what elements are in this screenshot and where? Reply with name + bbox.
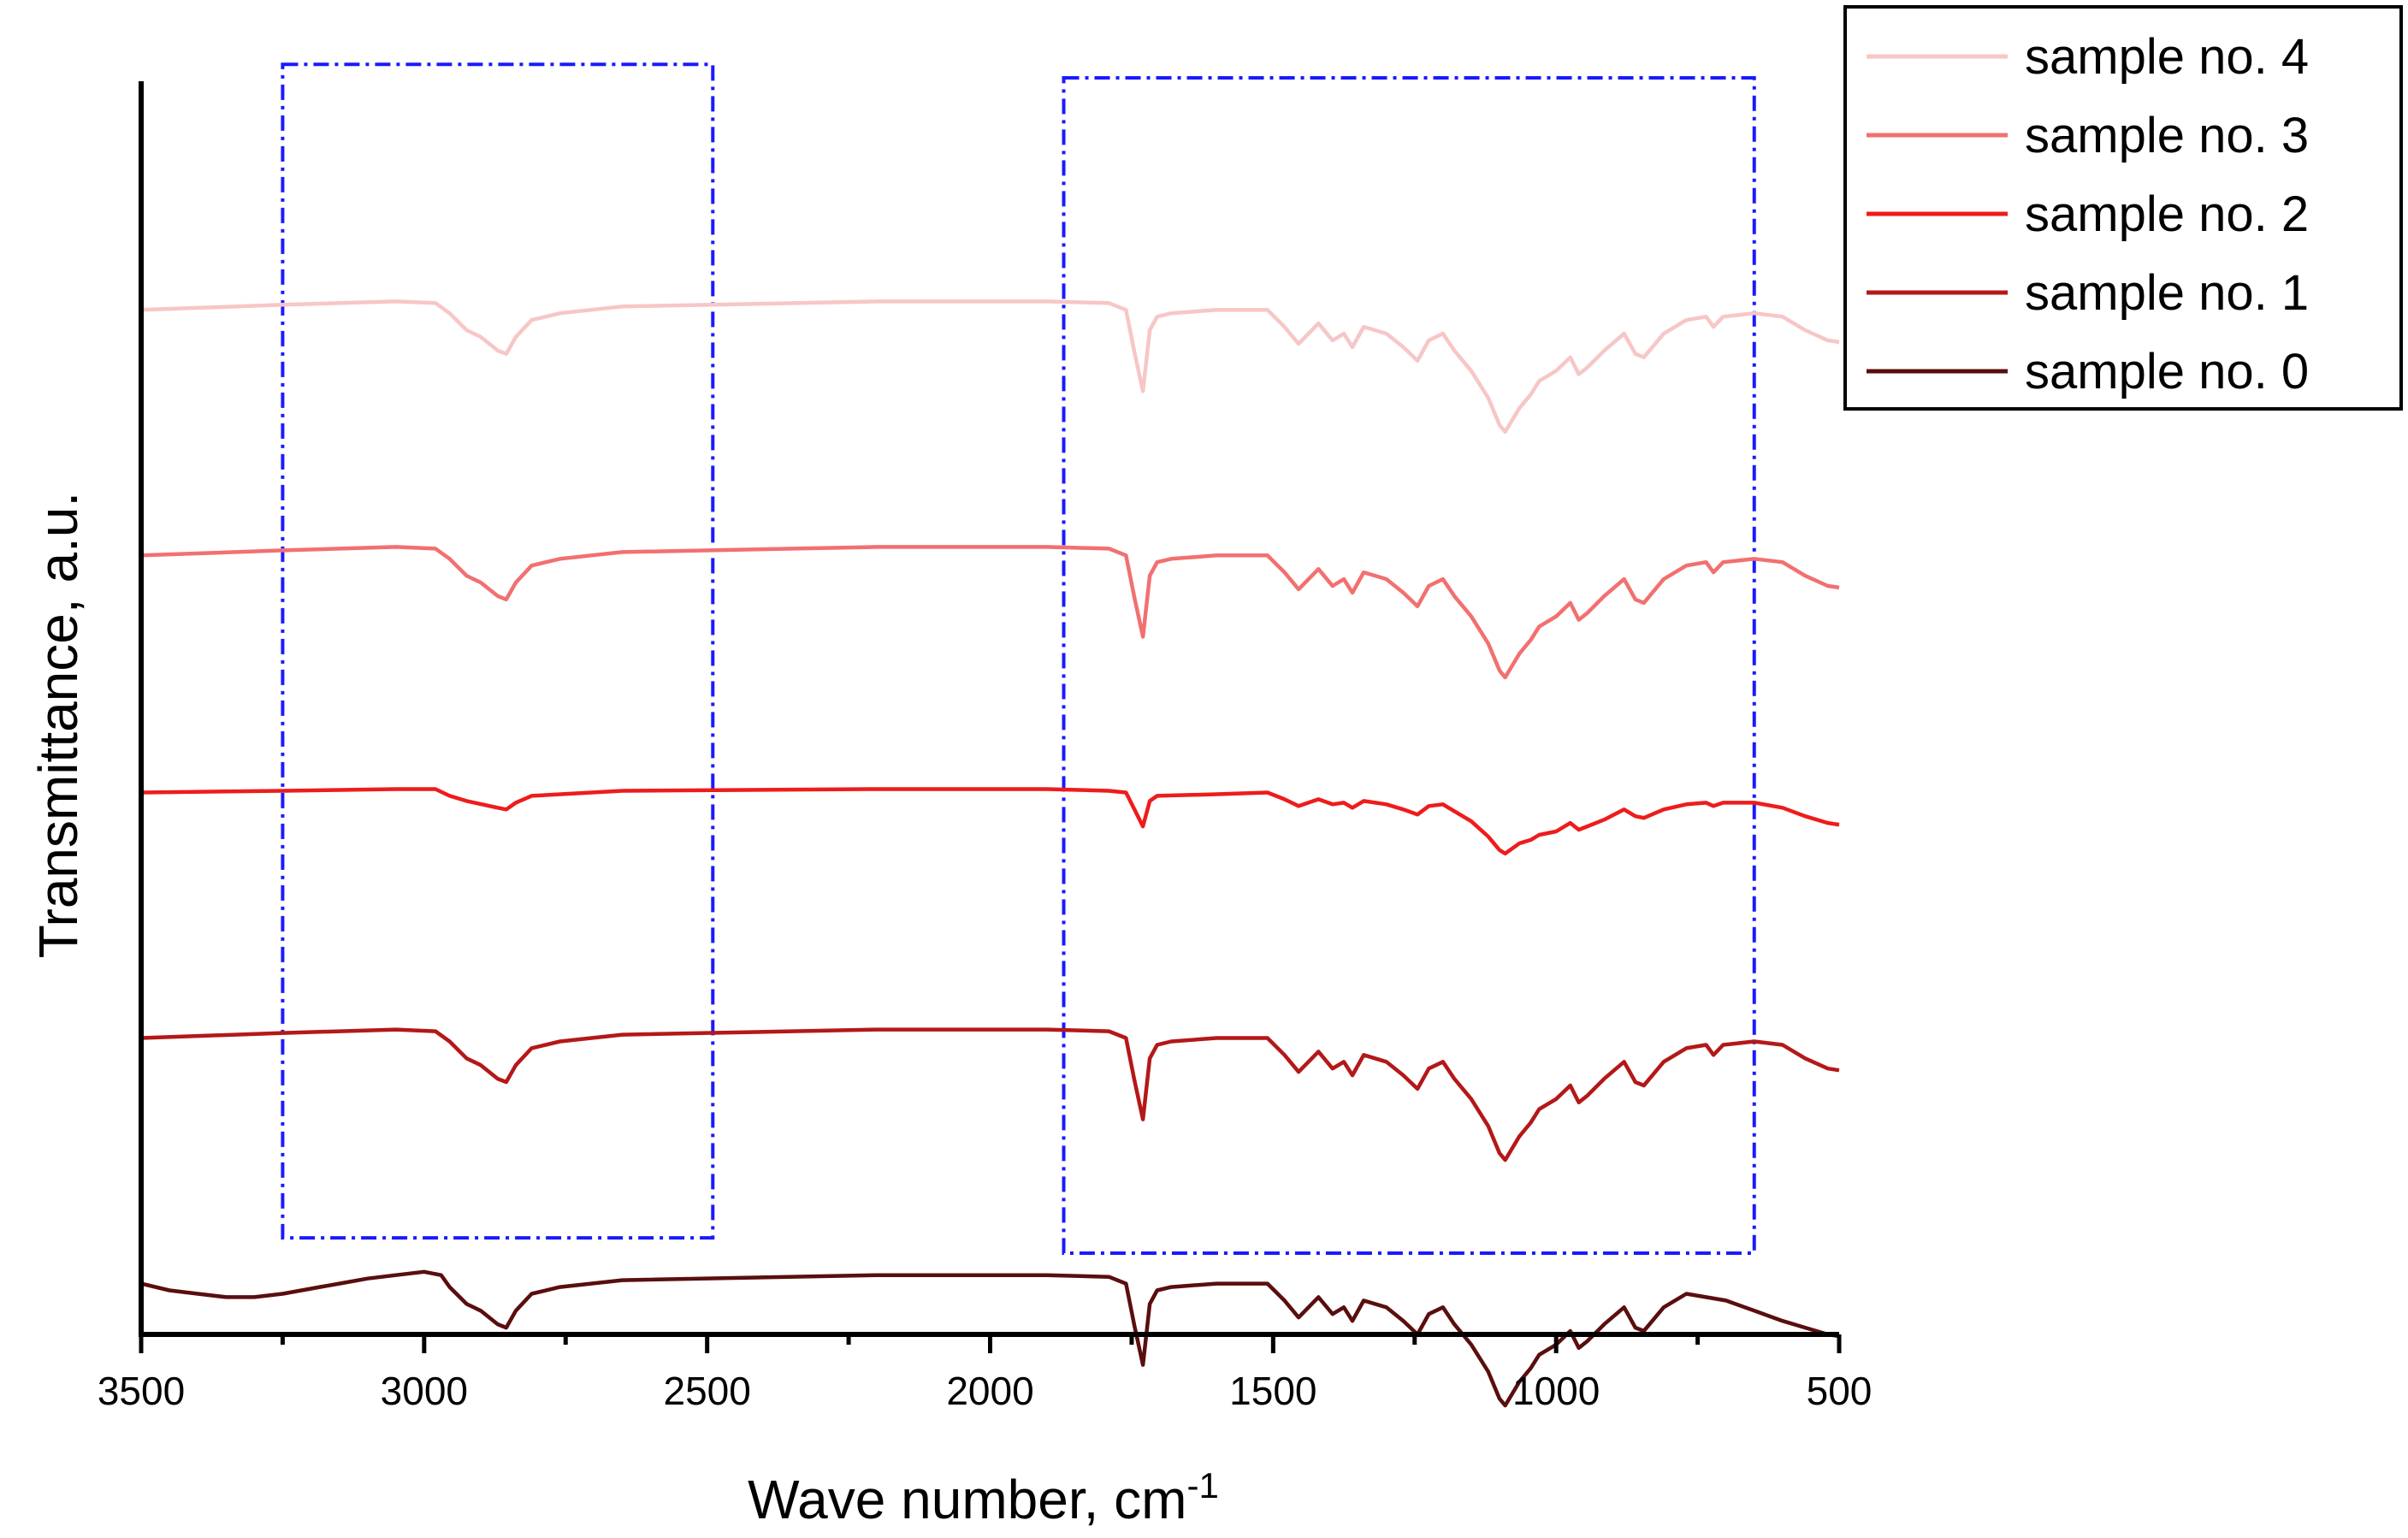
y-axis-title: Transmittance, a.u.: [27, 492, 89, 958]
legend: sample no. 4 sample no. 3 sample no. 2 samp…: [1843, 5, 2403, 411]
x-tick-label: 3000: [381, 1369, 468, 1413]
x-tick-label: 1500: [1229, 1369, 1316, 1413]
series-line-sample-no-1: [140, 1027, 1840, 1162]
x-tick-label: 2000: [946, 1369, 1033, 1413]
legend-box: [1843, 5, 2403, 411]
x-axis-title-superscript: -1: [1186, 1465, 1218, 1505]
highlight-region-2: [1062, 76, 1756, 1255]
legend-label: sample no. 4: [2025, 29, 2309, 85]
x-axis-ticks: 3500 3000 2500 2000 1500 1000 500: [98, 1334, 1873, 1413]
x-tick-label: 2500: [663, 1369, 750, 1413]
series-line-sample-no-0: [140, 1269, 1840, 1408]
x-tick-label: 3500: [98, 1369, 185, 1413]
legend-label: sample no. 3: [2025, 108, 2309, 163]
spectra-series: [140, 299, 1840, 1408]
legend-label: sample no. 2: [2025, 186, 2309, 242]
series-line-sample-no-3: [140, 545, 1840, 680]
axes: 3500 3000 2500 2000 1500 1000 500: [98, 81, 1873, 1413]
highlight-region-1: [281, 62, 715, 1240]
highlight-regions: [281, 62, 1756, 1255]
x-axis-title-text: Wave number, cm: [748, 1469, 1186, 1530]
legend-label: sample no. 0: [2025, 344, 2309, 399]
x-tick-label: 500: [1807, 1369, 1873, 1413]
x-axis-title: Wave number, cm-1: [748, 1465, 1219, 1530]
series-line-sample-no-2: [140, 787, 1840, 856]
series-line-sample-no-4: [140, 299, 1840, 435]
x-tick-label: 1000: [1512, 1369, 1600, 1413]
legend-label: sample no. 1: [2025, 265, 2309, 321]
